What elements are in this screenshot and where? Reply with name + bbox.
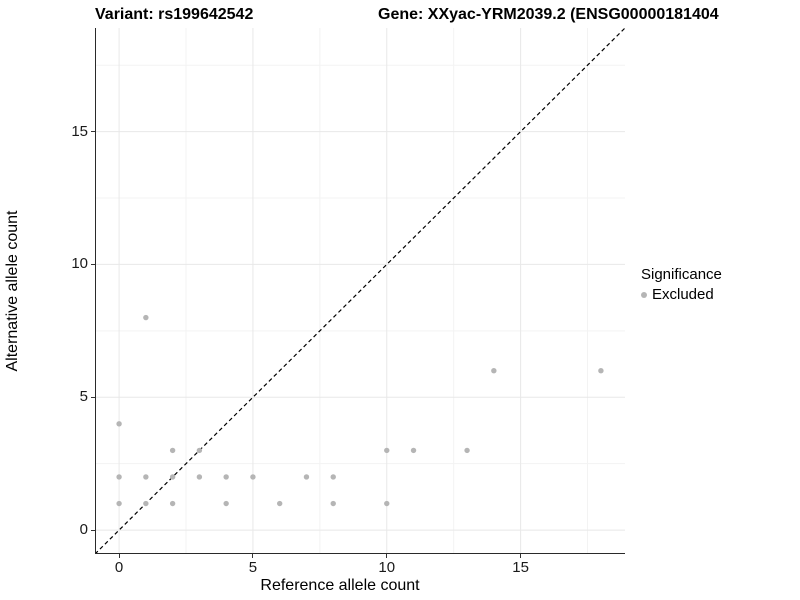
- legend-point-icon: [641, 291, 647, 298]
- plot-title-gene: Gene: XXyac-YRM2039.2 (ENSG00000181404: [378, 6, 719, 23]
- data-point: [384, 500, 390, 507]
- y-tick-mark: [91, 263, 95, 265]
- plot-canvas: [95, 28, 625, 554]
- data-point: [491, 367, 497, 374]
- y-tick-mark: [91, 131, 95, 133]
- data-point: [169, 474, 176, 480]
- legend-title: Significance: [641, 266, 722, 283]
- data-point: [598, 367, 604, 374]
- identity-dashed-line: [95, 28, 625, 554]
- y-tick-mark: [91, 396, 95, 398]
- data-point: [384, 447, 390, 454]
- data-point: [223, 500, 229, 507]
- data-point: [143, 500, 149, 507]
- data-point: [250, 474, 256, 480]
- y-tick-label: 0: [79, 521, 88, 539]
- data-point: [330, 474, 336, 480]
- data-point: [303, 474, 310, 480]
- data-point: [143, 314, 149, 321]
- data-point: [116, 500, 122, 507]
- y-tick-mark: [91, 529, 95, 531]
- x-tick-mark: [386, 554, 388, 558]
- legend-entry-label: Excluded: [652, 286, 714, 303]
- legend-entry: Excluded: [641, 286, 722, 303]
- x-tick-label: 5: [248, 559, 258, 576]
- data-point: [330, 500, 336, 507]
- data-point: [116, 474, 122, 480]
- plot-panel: [95, 28, 625, 554]
- data-point: [169, 447, 176, 454]
- x-tick-label: 10: [378, 559, 396, 576]
- data-point: [410, 447, 417, 454]
- x-tick-mark: [520, 554, 522, 558]
- data-point: [196, 447, 203, 454]
- x-axis-title: Reference allele count: [260, 577, 420, 594]
- plot-title-variant: Variant: rs199642542: [95, 6, 254, 23]
- x-tick-label: 15: [512, 559, 529, 576]
- x-tick-mark: [118, 554, 120, 558]
- data-point: [116, 421, 122, 427]
- data-point: [276, 500, 283, 507]
- data-point: [464, 447, 470, 454]
- x-tick-mark: [252, 554, 254, 558]
- legend: Significance Excluded: [641, 266, 722, 303]
- data-point: [143, 474, 149, 480]
- y-axis-title: Alternative allele count: [4, 210, 21, 372]
- y-tick-label: 5: [79, 388, 88, 406]
- y-tick-label: 15: [71, 122, 88, 140]
- y-tick-label: 10: [71, 255, 88, 273]
- data-point: [196, 474, 203, 480]
- data-point: [169, 500, 176, 507]
- x-tick-label: 0: [114, 559, 124, 576]
- data-point: [223, 474, 229, 480]
